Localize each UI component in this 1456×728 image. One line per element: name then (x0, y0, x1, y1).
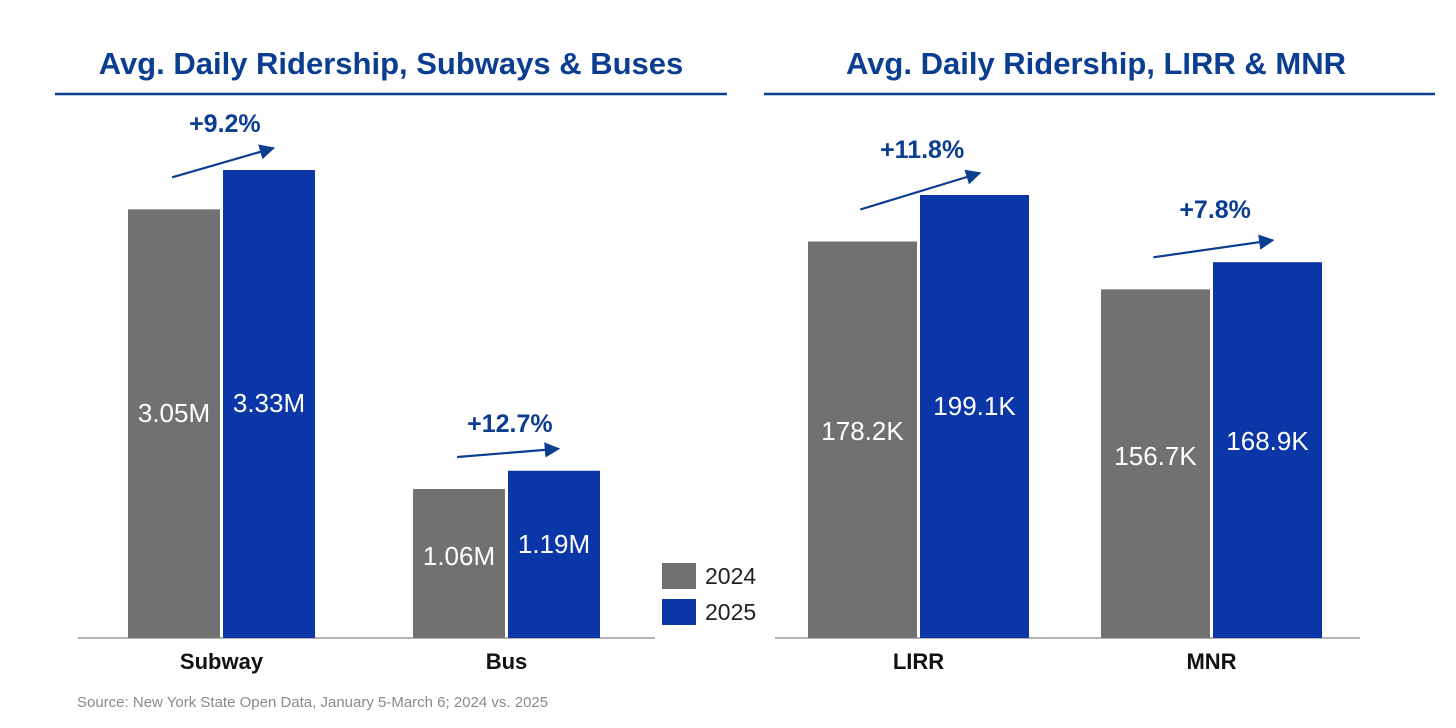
change-arrow-mnr (1153, 234, 1275, 259)
chart-lirr-mnr: Avg. Daily Ridership, LIRR & MNR 178.2K1… (764, 46, 1435, 674)
source-note: Source: New York State Open Data, Januar… (77, 694, 548, 711)
bar-mnr-2025 (1213, 262, 1322, 638)
bar-label-bus-2025: 1.19M (518, 529, 590, 559)
bar-subway-2025 (223, 170, 315, 638)
legend-label-2024: 2024 (705, 563, 756, 589)
category-label-subway: Subway (180, 649, 264, 674)
category-label-lirr: LIRR (893, 649, 944, 674)
bar-label-bus-2024: 1.06M (423, 541, 495, 571)
chart-title-lirr-mnr: Avg. Daily Ridership, LIRR & MNR (846, 46, 1346, 81)
change-label-mnr: +7.8% (1179, 196, 1251, 224)
bar-bus-2025 (508, 470, 600, 638)
bar-lirr-2024 (808, 241, 917, 639)
category-label-bus: Bus (486, 649, 528, 674)
bar-bus-2024 (413, 489, 505, 638)
legend-swatch-2025 (662, 599, 696, 625)
category-label-mnr: MNR (1186, 649, 1236, 674)
bar-label-lirr-2025: 199.1K (933, 391, 1016, 421)
bar-label-subway-2025: 3.33M (233, 388, 305, 418)
bar-group-subways-buses: 3.05M 3.33M +9.2% Subway 1.06M 1.19M +12.7% Bus (128, 110, 600, 674)
bar-label-mnr-2025: 168.9K (1226, 426, 1309, 456)
legend-label-2025: 2025 (705, 599, 756, 625)
bar-group-lirr-mnr: 178.2K 199.1K +11.8% LIRR 156.7K 168.9K +7.8% M… (808, 136, 1322, 674)
chart-subways-buses: Avg. Daily Ridership, Subways & Buses 3.… (55, 46, 727, 674)
bar-label-mnr-2024: 156.7K (1114, 441, 1197, 471)
change-label-bus: +12.7% (467, 410, 553, 438)
legend-swatch-2024 (662, 563, 696, 589)
bar-subway-2024 (128, 209, 220, 638)
bar-lirr-2025 (920, 195, 1029, 638)
legend: 2024 2025 (662, 563, 756, 625)
bar-mnr-2024 (1101, 289, 1210, 638)
change-arrow-bus (457, 442, 561, 459)
bar-label-lirr-2024: 178.2K (821, 416, 904, 446)
chart-title-subways-buses: Avg. Daily Ridership, Subways & Buses (99, 46, 684, 81)
change-arrow-subway (171, 144, 276, 179)
change-label-subway: +9.2% (189, 110, 261, 138)
change-label-lirr: +11.8% (880, 136, 964, 164)
bar-label-subway-2024: 3.05M (138, 398, 210, 428)
change-arrow-lirr (859, 169, 982, 211)
